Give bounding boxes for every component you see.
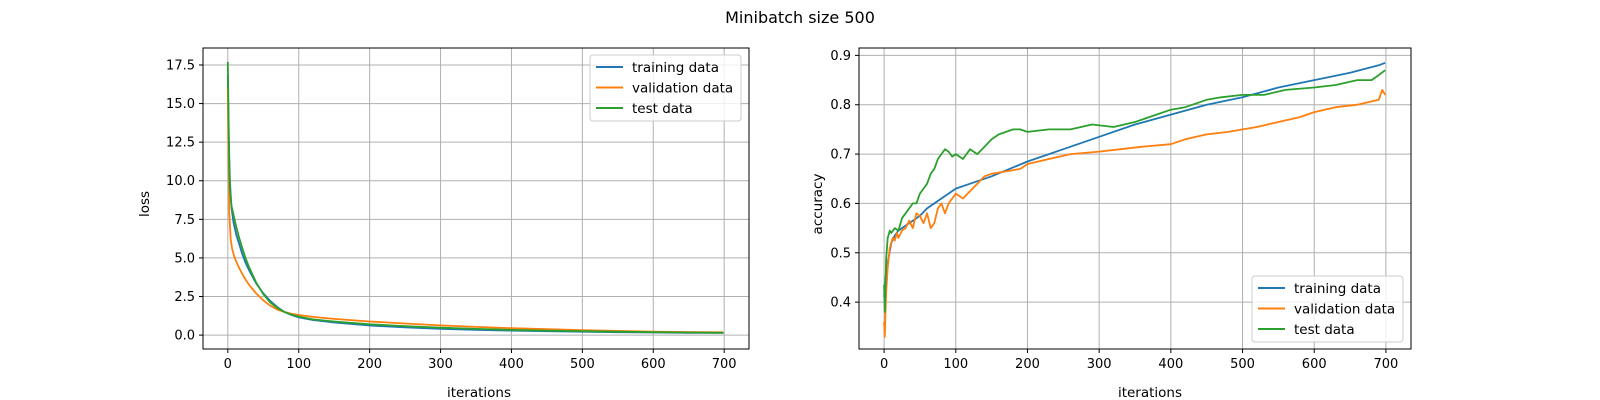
legend-box xyxy=(589,54,742,122)
loss-y-tick-label: 10.0 xyxy=(166,174,195,189)
loss-axes-frame xyxy=(202,47,750,350)
accuracy-series-training-data xyxy=(883,61,1386,298)
accuracy-series-test-data xyxy=(883,69,1386,313)
loss-grid xyxy=(203,48,749,349)
accuracy-y-tick-label: 0.4 xyxy=(830,296,851,311)
accuracy-ylabel: accuracy xyxy=(810,174,826,235)
accuracy-legend: training data validation data test data xyxy=(1251,275,1404,343)
accuracy-y-tick-label: 0.5 xyxy=(830,246,851,261)
accuracy-x-tick-label: 200 xyxy=(1015,357,1040,372)
accuracy-axes-frame xyxy=(858,47,1412,350)
loss-series-validation-data xyxy=(226,88,724,334)
loss-x-tick-label: 100 xyxy=(286,357,311,372)
loss-x-tick-label: 500 xyxy=(570,357,595,372)
legend-label-validation-data: validation data xyxy=(1294,302,1395,318)
accuracy-y-tick-label: 0.6 xyxy=(830,197,851,212)
loss-y-tick-label: 17.5 xyxy=(166,58,195,73)
accuracy-series-group xyxy=(883,61,1386,338)
accuracy-x-tick-label: 0 xyxy=(880,357,888,372)
accuracy-series-validation-data xyxy=(883,89,1386,338)
loss-series-group xyxy=(226,61,724,334)
loss-x-tick-label: 700 xyxy=(712,357,737,372)
loss-x-tick-label: 400 xyxy=(499,357,524,372)
legend-label-training-data: training data xyxy=(632,60,719,76)
loss-y-tick-label: 2.5 xyxy=(174,290,195,305)
loss-xlabel: iterations xyxy=(447,385,511,400)
legend-box xyxy=(1251,275,1404,343)
loss-x-tick-label: 200 xyxy=(357,357,382,372)
loss-panel: iterations loss 0 100 200 300 400 500 600 700 0.… xyxy=(137,47,750,400)
accuracy-x-tick-label: 100 xyxy=(943,357,968,372)
loss-plot-area: 0 100 200 300 400 500 600 700 0.0 2.5 5.0 7.5 10.0 12… xyxy=(166,47,750,372)
accuracy-x-tick-label: 300 xyxy=(1087,357,1112,372)
loss-y-tick-label: 0.0 xyxy=(174,329,195,344)
loss-series-test-data xyxy=(226,61,724,334)
accuracy-x-tick-label: 500 xyxy=(1230,357,1255,372)
accuracy-y-tick-label: 0.8 xyxy=(830,98,851,113)
accuracy-y-tick-label: 0.7 xyxy=(830,148,851,163)
legend-label-validation-data: validation data xyxy=(632,81,733,97)
accuracy-x-tick-label: 700 xyxy=(1373,357,1398,372)
accuracy-y-tick-label: 0.9 xyxy=(830,49,851,64)
accuracy-x-tick-label: 400 xyxy=(1158,357,1183,372)
loss-ylabel: loss xyxy=(137,191,153,217)
legend-label-test-data: test data xyxy=(632,101,693,117)
loss-x-tick-label: 600 xyxy=(641,357,666,372)
accuracy-panel: iterations accuracy 0 100 200 300 400 500 600 7… xyxy=(810,47,1412,400)
loss-y-tick-label: 7.5 xyxy=(174,213,195,228)
loss-y-tick-label: 12.5 xyxy=(166,136,195,151)
loss-y-tick-label: 15.0 xyxy=(166,97,195,112)
figure-title: Minibatch size 500 xyxy=(725,8,875,27)
loss-x-tick-label: 300 xyxy=(428,357,453,372)
loss-legend: training data validation data test data xyxy=(589,54,742,122)
legend-label-test-data: test data xyxy=(1294,322,1355,338)
accuracy-xlabel: iterations xyxy=(1118,385,1182,400)
accuracy-x-tick-label: 600 xyxy=(1302,357,1327,372)
legend-label-training-data: training data xyxy=(1294,281,1381,297)
loss-y-tick-label: 5.0 xyxy=(174,251,195,266)
loss-x-tick-label: 0 xyxy=(224,357,232,372)
